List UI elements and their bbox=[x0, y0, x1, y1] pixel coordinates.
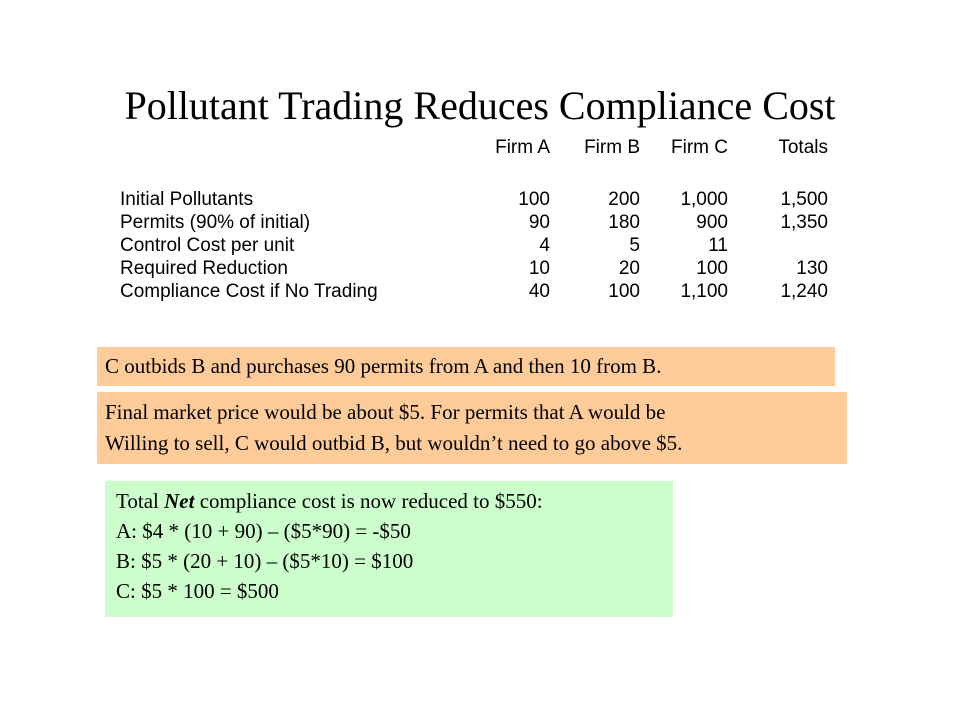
market-price-line-1: Final market price would be about $5. Fo… bbox=[105, 400, 666, 424]
net-cost-heading: Total Net compliance cost is now reduced… bbox=[116, 486, 673, 516]
header-firm-c: Firm C bbox=[671, 137, 728, 158]
net-cost-firm-a: A: $4 * (10 + 90) – ($5*90) = -$50 bbox=[116, 519, 411, 543]
cell-firm-b: 100 bbox=[608, 281, 640, 302]
cell-firm-a: 90 bbox=[528, 212, 550, 233]
cell-firm-c: 900 bbox=[696, 212, 728, 233]
cell-firm-b: 180 bbox=[608, 212, 640, 233]
cell-totals: 1,350 bbox=[780, 212, 828, 233]
net-cost-heading-pre: Total bbox=[116, 489, 165, 513]
cell-totals bbox=[728, 234, 828, 257]
net-cost-firm-b: B: $5 * (20 + 10) – ($5*10) = $100 bbox=[116, 549, 414, 573]
cell-firm-b: 200 bbox=[608, 189, 640, 210]
table-row: Compliance Cost if No Trading 40 100 1,1… bbox=[120, 280, 828, 303]
net-cost-firm-c: C: $5 * 100 = $500 bbox=[116, 579, 279, 603]
table-row: Initial Pollutants 100 200 1,000 1,500 bbox=[120, 188, 828, 211]
cell-totals: 1,500 bbox=[780, 189, 828, 210]
cell-firm-a: 100 bbox=[518, 189, 550, 210]
row-label: Control Cost per unit bbox=[120, 235, 295, 256]
cell-firm-c: 100 bbox=[696, 258, 728, 279]
net-cost-box: Total Net compliance cost is now reduced… bbox=[105, 481, 673, 617]
cell-totals: 1,240 bbox=[780, 281, 828, 302]
table-spacer bbox=[120, 166, 828, 188]
slide-title: Pollutant Trading Reduces Compliance Cos… bbox=[124, 83, 836, 128]
trade-note-text: C outbids B and purchases 90 permits fro… bbox=[105, 354, 662, 378]
table-header-row: Firm A Firm B Firm C Totals bbox=[120, 135, 828, 166]
cell-firm-c: 1,000 bbox=[680, 189, 728, 210]
table-row: Permits (90% of initial) 90 180 900 1,35… bbox=[120, 211, 828, 234]
cell-totals: 130 bbox=[796, 258, 828, 279]
table-row: Required Reduction 10 20 100 130 bbox=[120, 257, 828, 280]
cell-firm-a: 40 bbox=[528, 281, 550, 302]
header-blank bbox=[120, 135, 480, 166]
trade-note-box: C outbids B and purchases 90 permits fro… bbox=[97, 347, 835, 386]
market-price-line-2: Willing to sell, C would outbid B, but w… bbox=[105, 431, 683, 455]
row-label: Required Reduction bbox=[120, 258, 288, 279]
compliance-table: Firm A Firm B Firm C Totals Initial Poll… bbox=[120, 135, 828, 303]
market-price-box: Final market price would be about $5. Fo… bbox=[97, 392, 847, 464]
table-row: Control Cost per unit 4 5 11 bbox=[120, 234, 828, 257]
cell-firm-c: 11 bbox=[708, 235, 728, 256]
cell-firm-b: 20 bbox=[618, 258, 640, 279]
row-label: Compliance Cost if No Trading bbox=[120, 281, 378, 302]
net-emphasis: Net bbox=[164, 489, 195, 513]
header-totals: Totals bbox=[778, 137, 828, 158]
cell-firm-a: 4 bbox=[539, 235, 550, 256]
cell-firm-a: 10 bbox=[528, 258, 550, 279]
cell-firm-b: 5 bbox=[629, 235, 640, 256]
row-label: Initial Pollutants bbox=[120, 189, 254, 210]
net-cost-heading-post: compliance cost is now reduced to $550: bbox=[194, 489, 543, 513]
header-firm-a: Firm A bbox=[495, 137, 550, 158]
header-firm-b: Firm B bbox=[584, 137, 640, 158]
cell-firm-c: 1,100 bbox=[680, 281, 728, 302]
row-label: Permits (90% of initial) bbox=[120, 212, 311, 233]
